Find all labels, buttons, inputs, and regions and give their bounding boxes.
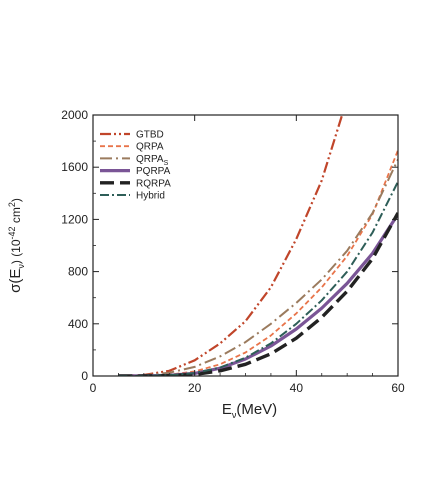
y-tick-label: 800	[68, 265, 88, 279]
legend-label-hybrid: Hybrid	[136, 191, 165, 202]
series-line-qrpa-s	[118, 158, 398, 376]
y-axis-title: σ(Eν) (10-42 cm2)	[7, 198, 26, 293]
x-tick-label: 20	[188, 381, 202, 395]
x-tick-label: 60	[391, 381, 405, 395]
y-tick-label: 2000	[61, 108, 88, 122]
legend-label-gtbd: GTBD	[136, 130, 164, 141]
legend-label-qrpa-s: QRPAS	[136, 154, 169, 167]
series-line-hybrid	[118, 181, 398, 376]
y-tick-label: 0	[81, 369, 88, 383]
y-tick-label: 400	[68, 317, 88, 331]
x-tick-label: 40	[290, 381, 304, 395]
x-axis-title: Eν(MeV)	[222, 401, 277, 420]
legend-label-qrpa: QRPA	[136, 142, 164, 153]
svg-text:σ(Eν) (10-42 cm2): σ(Eν) (10-42 cm2)	[7, 198, 26, 293]
x-tick-label: 0	[90, 381, 97, 395]
series-line-qrpa	[118, 149, 398, 376]
y-tick-label: 1200	[61, 212, 88, 226]
legend-label-rqrpa: RQRPA	[136, 178, 171, 189]
series-line-gtbd	[118, 115, 344, 376]
legend-label-pqrpa: PQRPA	[136, 166, 171, 177]
y-tick-label: 1600	[61, 160, 88, 174]
